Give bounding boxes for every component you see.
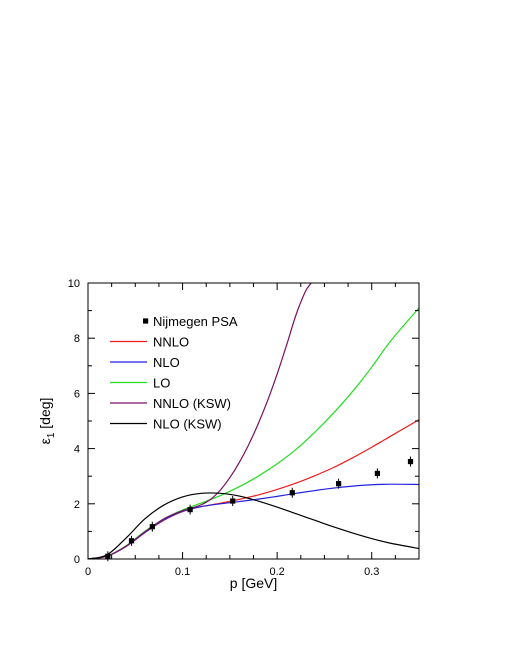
- x-tick-label: 0.3: [364, 566, 379, 578]
- series-line-4: [88, 283, 312, 559]
- y-axis-symbol: ε: [37, 438, 53, 444]
- x-axis-label: p [GeV]: [230, 575, 277, 591]
- y-axis-subscript: 1: [46, 432, 57, 438]
- data-point: [336, 481, 342, 487]
- legend-label-1: NNLO: [153, 335, 189, 350]
- y-tick-label: 10: [68, 278, 80, 290]
- y-axis-label: ε1 [deg]: [37, 398, 57, 445]
- x-tick-label: 0: [85, 566, 91, 578]
- y-tick-label: 2: [74, 499, 80, 511]
- ticks-layer: 0 0.1 0.2 0.3 0 2 4 6 8 10: [68, 278, 420, 578]
- legend-label-3: LO: [153, 376, 170, 391]
- legend-label-5: NLO (KSW): [153, 417, 222, 432]
- data-point: [407, 458, 414, 465]
- series-line-2: [88, 483, 419, 559]
- legend-label-4: NNLO (KSW): [153, 396, 231, 411]
- data-point: [374, 470, 380, 477]
- series-layer: [88, 283, 419, 559]
- legend: Nijmegen PSA NNLO NLO LO NNLO (KSW) NLO (KSW): [110, 314, 238, 432]
- legend-label-points: Nijmegen PSA: [153, 314, 238, 329]
- x-tick-label: 0.2: [269, 566, 284, 578]
- y-axis-unit: [deg]: [37, 398, 53, 433]
- y-tick-label: 6: [74, 388, 80, 400]
- points-layer: [105, 456, 414, 562]
- data-point: [149, 524, 155, 530]
- y-tick-label: 8: [74, 333, 80, 345]
- data-point: [230, 498, 236, 504]
- data-point: [128, 538, 135, 544]
- x-tick-label: 0.1: [175, 566, 190, 578]
- plot-frame: [87, 282, 420, 560]
- y-tick-label: 0: [74, 554, 80, 566]
- data-point: [105, 553, 111, 559]
- y-tick-label: 4: [74, 444, 80, 456]
- legend-label-2: NLO: [153, 355, 180, 370]
- series-line-5: [88, 492, 419, 559]
- legend-marker-points: [143, 318, 149, 324]
- data-point: [187, 506, 193, 513]
- data-point: [289, 490, 295, 496]
